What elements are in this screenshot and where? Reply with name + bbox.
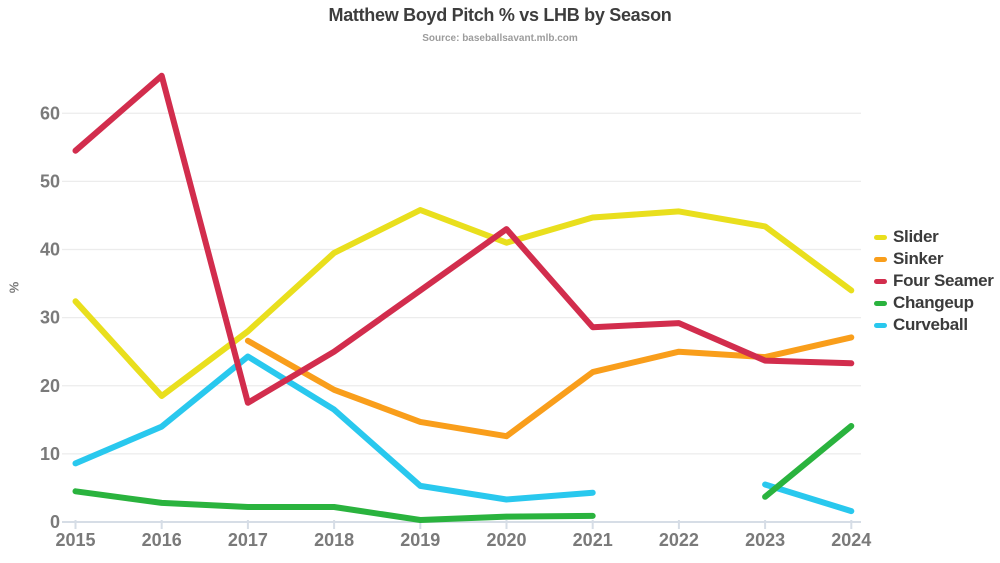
legend-swatch-four-seamer <box>874 278 887 284</box>
legend-swatch-slider <box>874 234 887 240</box>
legend-item-changeup: Changeup <box>874 292 994 314</box>
legend-label-changeup: Changeup <box>893 293 974 312</box>
chart-subtitle: Source: baseballsavant.mlb.com <box>422 33 578 44</box>
legend-label-curveball: Curveball <box>893 315 968 334</box>
chart-title: Matthew Boyd Pitch % vs LHB by Season <box>328 5 672 25</box>
x-tick-label: 2019 <box>400 530 440 550</box>
series-line-slider <box>72 207 855 399</box>
legend-item-curveball: Curveball <box>874 314 994 336</box>
legend-label-four-seamer: Four Seamer <box>893 271 994 290</box>
x-tick-label: 2020 <box>486 530 526 550</box>
y-tick-label: 0 <box>50 512 60 532</box>
x-tick-label: 2022 <box>659 530 699 550</box>
legend-label-slider: Slider <box>893 227 939 246</box>
x-tick-label: 2017 <box>228 530 268 550</box>
y-tick-label: 40 <box>40 240 60 260</box>
legend-item-sinker: Sinker <box>874 248 994 270</box>
series-line-four-seamer <box>72 72 855 406</box>
x-tick-label: 2018 <box>314 530 354 550</box>
legend-swatch-changeup <box>874 300 887 306</box>
legend-label-sinker: Sinker <box>893 249 944 268</box>
x-tick-label: 2016 <box>142 530 182 550</box>
y-tick-label: 10 <box>40 444 60 464</box>
x-tick-label: 2015 <box>55 530 95 550</box>
legend-item-four-seamer: Four Seamer <box>874 270 994 292</box>
legend-swatch-curveball <box>874 322 887 328</box>
legend: Slider Sinker Four Seamer Changeup Curveball <box>874 226 994 336</box>
x-tick-label: 2023 <box>745 530 785 550</box>
legend-item-slider: Slider <box>874 226 994 248</box>
x-tick-label: 2021 <box>573 530 613 550</box>
legend-swatch-sinker <box>874 256 887 262</box>
series-line-changeup <box>72 423 855 523</box>
y-tick-label: 30 <box>40 308 60 328</box>
y-tick-label: 50 <box>40 171 60 191</box>
y-tick-label: 60 <box>40 103 60 123</box>
y-tick-label: 20 <box>40 376 60 396</box>
x-tick-label: 2024 <box>831 530 871 550</box>
series-line-curveball <box>72 353 855 515</box>
